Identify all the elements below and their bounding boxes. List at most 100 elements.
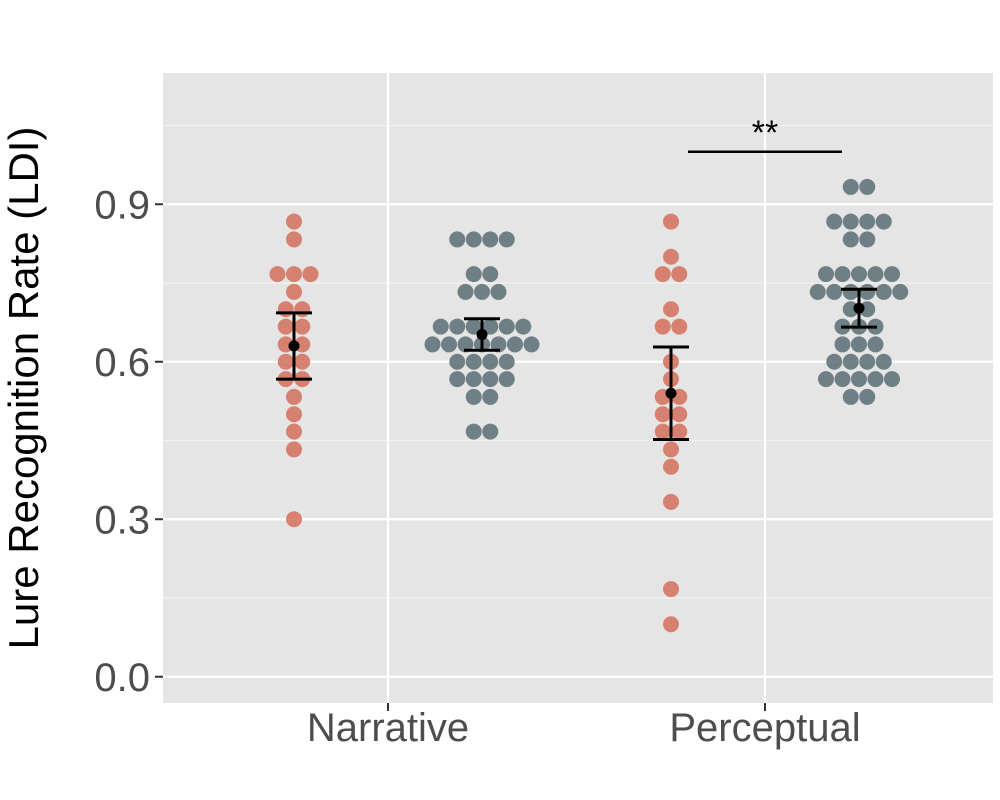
data-point [818, 371, 834, 388]
data-point [826, 353, 843, 370]
data-point [498, 231, 515, 248]
data-point [294, 301, 311, 318]
data-point [507, 336, 523, 353]
data-point [457, 336, 474, 353]
axes: 0.0 0.3 0.6 0.9 Narrative Perceptual [94, 183, 860, 750]
data-point [842, 388, 859, 405]
data-point [842, 213, 859, 230]
x-tick-label: Narrative [307, 706, 469, 750]
data-point [671, 266, 688, 283]
data-point [818, 266, 834, 283]
data-point [663, 493, 679, 510]
x-tick-label: Perceptual [669, 706, 860, 750]
data-point [302, 266, 319, 283]
data-point [286, 406, 302, 423]
data-point [834, 266, 851, 283]
mean-marker [665, 387, 677, 399]
significance-annotations: ** [688, 114, 842, 153]
data-point [294, 318, 311, 335]
data-point [286, 511, 302, 528]
data-point [859, 231, 876, 248]
data-point [654, 406, 671, 423]
data-point [892, 283, 909, 300]
data-point [515, 318, 532, 335]
data-point [490, 336, 507, 353]
data-point [663, 213, 679, 230]
data-point [286, 231, 302, 248]
y-axis-title: Lure Recognition Rate (LDI) [0, 127, 47, 650]
data-point [482, 231, 499, 248]
data-point [277, 353, 294, 370]
data-point [482, 266, 499, 283]
data-point [654, 423, 671, 440]
data-point [277, 301, 294, 318]
data-point [498, 371, 515, 388]
data-point [826, 283, 843, 300]
data-point [286, 441, 302, 458]
data-point [482, 353, 499, 370]
data-point [859, 388, 876, 405]
data-point [465, 266, 482, 283]
data-point [834, 336, 851, 353]
data-point [498, 353, 515, 370]
data-point [457, 283, 474, 300]
data-point [465, 231, 482, 248]
data-point [498, 318, 515, 335]
data-point [671, 423, 688, 440]
data-point [286, 388, 302, 405]
mean-marker [288, 340, 300, 352]
data-point [663, 248, 679, 265]
data-point [842, 283, 859, 300]
data-point [859, 283, 876, 300]
data-point [465, 388, 482, 405]
data-point [671, 318, 688, 335]
data-point [269, 266, 286, 283]
data-point [663, 301, 679, 318]
data-point [449, 318, 466, 335]
data-point [867, 336, 884, 353]
data-point [482, 371, 499, 388]
data-point [465, 318, 482, 335]
significance-label: ** [752, 114, 778, 152]
data-point [286, 266, 302, 283]
data-point [523, 336, 540, 353]
data-point [842, 178, 859, 195]
data-point [449, 231, 466, 248]
data-point [809, 283, 826, 300]
mean-marker [853, 302, 865, 314]
data-point [465, 423, 482, 440]
data-point [875, 283, 892, 300]
data-point [449, 371, 466, 388]
data-point [859, 353, 876, 370]
data-point [834, 371, 851, 388]
data-point [482, 388, 499, 405]
data-point [654, 266, 671, 283]
data-point [859, 178, 876, 195]
data-point [449, 353, 466, 370]
data-point [859, 213, 876, 230]
data-point [482, 423, 499, 440]
data-point [432, 318, 449, 335]
data-point [482, 318, 499, 335]
data-point [671, 406, 688, 423]
data-point [663, 581, 679, 598]
data-point [465, 353, 482, 370]
data-point [286, 283, 302, 300]
data-point [826, 213, 843, 230]
data-point [884, 266, 900, 283]
data-point [441, 336, 457, 353]
data-point [842, 353, 859, 370]
data-point [474, 283, 490, 300]
y-tick-label: 0.0 [94, 656, 150, 700]
data-point [875, 213, 892, 230]
mean-marker [476, 328, 488, 340]
data-point [884, 371, 900, 388]
data-point [490, 283, 507, 300]
data-point [286, 213, 302, 230]
data-point [851, 336, 867, 353]
data-point [851, 266, 867, 283]
data-point [875, 353, 892, 370]
data-point [654, 318, 671, 335]
data-point [663, 616, 679, 633]
